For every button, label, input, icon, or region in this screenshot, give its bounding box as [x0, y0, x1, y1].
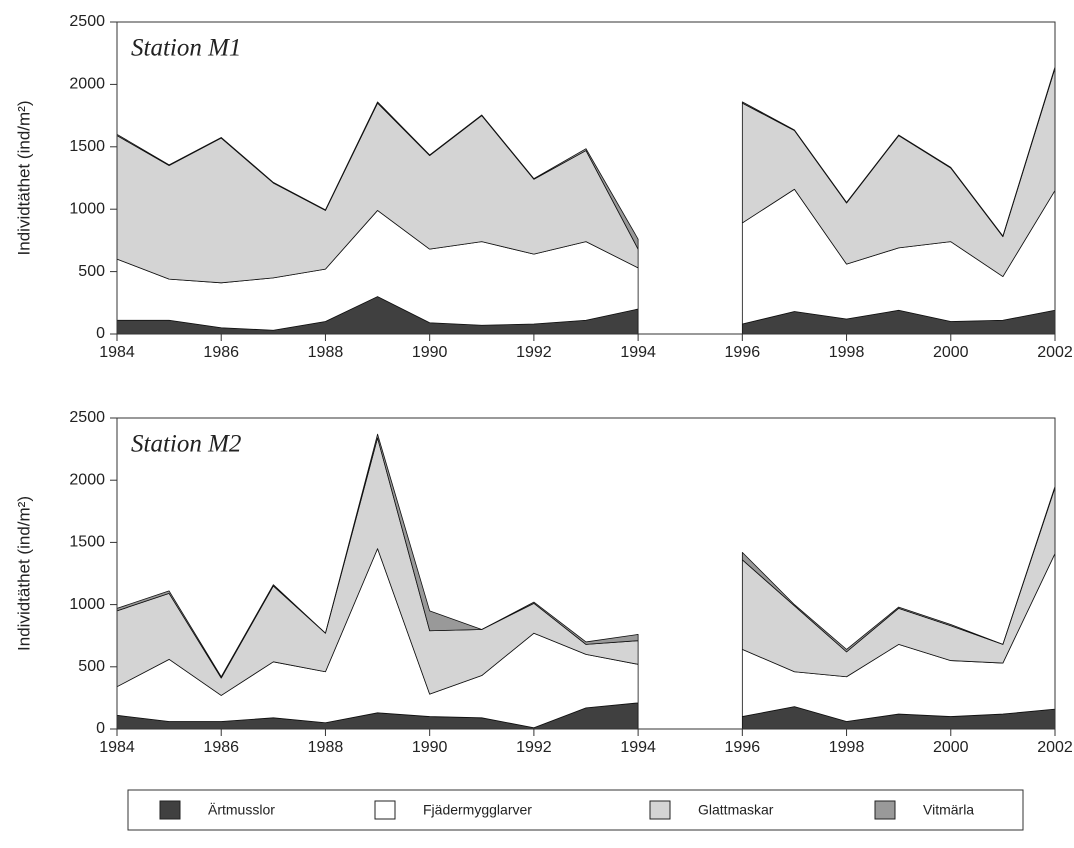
x-tick-label: 1998 [829, 344, 865, 361]
x-tick-label: 2000 [933, 344, 969, 361]
y-tick-label: 1000 [69, 596, 105, 613]
x-tick-label: 1998 [829, 739, 865, 756]
area [116, 433, 639, 679]
legend-swatch [649, 800, 671, 820]
x-tick-label: 1992 [516, 739, 552, 756]
area [116, 101, 639, 250]
y-tick-label: 0 [96, 325, 105, 342]
y-axis-label: Individtäthet (ind/m²) [14, 101, 33, 256]
legend-label: Vitmärla [923, 802, 974, 818]
x-tick-label: 1996 [725, 739, 761, 756]
y-tick-label: 500 [78, 658, 105, 675]
x-tick-label: 2002 [1037, 739, 1073, 756]
y-tick-label: 1500 [69, 534, 105, 551]
x-tick-label: 1992 [516, 344, 552, 361]
x-tick-label: 1996 [725, 344, 761, 361]
x-tick-label: 1986 [203, 739, 239, 756]
legend-swatch [374, 800, 396, 820]
legend-swatch [159, 800, 181, 820]
y-tick-label: 2500 [69, 409, 105, 426]
x-tick-label: 1994 [620, 344, 656, 361]
plot-frame [116, 21, 1056, 335]
legend-label: Ärtmusslor [208, 802, 275, 818]
y-tick-label: 2000 [69, 471, 105, 488]
x-tick-label: 1990 [412, 344, 448, 361]
legend-box [127, 789, 1024, 831]
panel-title: Station M2 [131, 431, 241, 458]
x-tick-label: 1990 [412, 739, 448, 756]
y-tick-label: 2000 [69, 76, 105, 93]
x-tick-label: 1984 [99, 739, 135, 756]
y-tick-label: 0 [96, 720, 105, 737]
x-tick-label: 2002 [1037, 344, 1073, 361]
panel-title: Station M1 [131, 35, 241, 62]
legend-label: Fjädermygglarver [423, 802, 532, 818]
x-tick-label: 1986 [203, 344, 239, 361]
x-tick-label: 1988 [308, 739, 344, 756]
x-tick-label: 1988 [308, 344, 344, 361]
y-tick-label: 2500 [69, 13, 105, 30]
plot-frame [116, 417, 1056, 730]
legend-swatch [874, 800, 896, 820]
y-axis-label: Individtäthet (ind/m²) [14, 496, 33, 651]
x-tick-label: 1984 [99, 344, 135, 361]
legend-label: Glattmaskar [698, 802, 774, 818]
x-tick-label: 2000 [933, 739, 969, 756]
x-tick-label: 1994 [620, 739, 656, 756]
y-tick-label: 1000 [69, 200, 105, 217]
y-tick-label: 1500 [69, 138, 105, 155]
y-tick-label: 500 [78, 263, 105, 280]
